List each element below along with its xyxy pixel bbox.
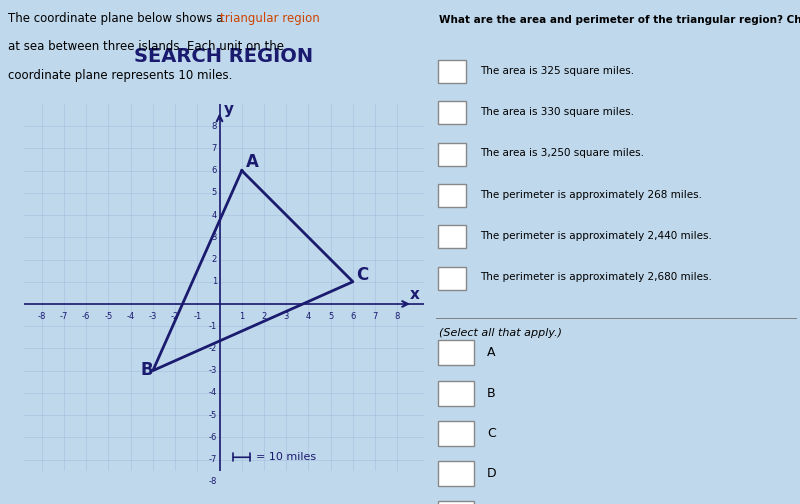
Text: triangular region: triangular region <box>221 12 320 25</box>
Text: 8: 8 <box>394 312 400 322</box>
Text: C: C <box>356 266 369 284</box>
Text: A: A <box>246 153 258 171</box>
Text: -4: -4 <box>126 312 134 322</box>
Text: -3: -3 <box>209 366 217 375</box>
Text: = 10 miles: = 10 miles <box>256 452 316 462</box>
Text: -7: -7 <box>60 312 68 322</box>
Text: 4: 4 <box>306 312 311 322</box>
FancyBboxPatch shape <box>438 501 474 504</box>
Text: SEARCH REGION: SEARCH REGION <box>134 47 314 66</box>
Text: The perimeter is approximately 268 miles.: The perimeter is approximately 268 miles… <box>480 190 702 200</box>
Text: 2: 2 <box>212 255 217 264</box>
Text: 1: 1 <box>212 277 217 286</box>
FancyBboxPatch shape <box>438 101 466 124</box>
FancyBboxPatch shape <box>438 143 466 166</box>
Text: -3: -3 <box>149 312 157 322</box>
Text: The area is 330 square miles.: The area is 330 square miles. <box>480 107 634 117</box>
Text: -1: -1 <box>194 312 202 322</box>
Text: C: C <box>487 427 496 440</box>
FancyBboxPatch shape <box>438 184 466 207</box>
Text: at sea between three islands. Each unit on the: at sea between three islands. Each unit … <box>9 40 285 53</box>
FancyBboxPatch shape <box>438 381 474 406</box>
Text: -5: -5 <box>209 411 217 419</box>
FancyBboxPatch shape <box>438 60 466 83</box>
Text: coordinate plane represents 10 miles.: coordinate plane represents 10 miles. <box>9 69 233 82</box>
Text: y: y <box>223 102 234 117</box>
Text: 3: 3 <box>283 312 289 322</box>
Text: -8: -8 <box>38 312 46 322</box>
Text: 7: 7 <box>373 312 378 322</box>
Text: The perimeter is approximately 2,440 miles.: The perimeter is approximately 2,440 mil… <box>480 231 712 241</box>
Text: 6: 6 <box>211 166 217 175</box>
Text: D: D <box>487 467 497 480</box>
Text: (Select all that apply.): (Select all that apply.) <box>439 328 562 338</box>
Text: 3: 3 <box>211 233 217 242</box>
Text: 6: 6 <box>350 312 355 322</box>
Text: The coordinate plane below shows a: The coordinate plane below shows a <box>9 12 227 25</box>
Text: x: x <box>410 287 420 302</box>
Text: -8: -8 <box>209 477 217 486</box>
Text: -4: -4 <box>209 389 217 397</box>
Text: -6: -6 <box>82 312 90 322</box>
Text: 8: 8 <box>211 121 217 131</box>
Text: 7: 7 <box>211 144 217 153</box>
Text: The area is 3,250 square miles.: The area is 3,250 square miles. <box>480 148 644 158</box>
Text: -7: -7 <box>209 455 217 464</box>
Text: B: B <box>141 361 154 379</box>
Text: 1: 1 <box>239 312 245 322</box>
Text: -5: -5 <box>104 312 113 322</box>
Text: 5: 5 <box>328 312 334 322</box>
Text: 4: 4 <box>212 211 217 220</box>
Text: -1: -1 <box>209 322 217 331</box>
FancyBboxPatch shape <box>438 421 474 446</box>
Text: A: A <box>487 346 496 359</box>
Text: The area is 325 square miles.: The area is 325 square miles. <box>480 66 634 76</box>
Text: B: B <box>487 387 496 400</box>
Text: 2: 2 <box>262 312 266 322</box>
Text: 5: 5 <box>212 188 217 198</box>
Text: -2: -2 <box>171 312 179 322</box>
Text: -2: -2 <box>209 344 217 353</box>
FancyBboxPatch shape <box>438 340 474 365</box>
Text: The perimeter is approximately 2,680 miles.: The perimeter is approximately 2,680 mil… <box>480 272 712 282</box>
FancyBboxPatch shape <box>438 225 466 248</box>
Text: -6: -6 <box>209 433 217 442</box>
Text: What are the area and perimeter of the triangular region? Choose all: What are the area and perimeter of the t… <box>439 15 800 25</box>
FancyBboxPatch shape <box>438 461 474 486</box>
FancyBboxPatch shape <box>438 267 466 290</box>
